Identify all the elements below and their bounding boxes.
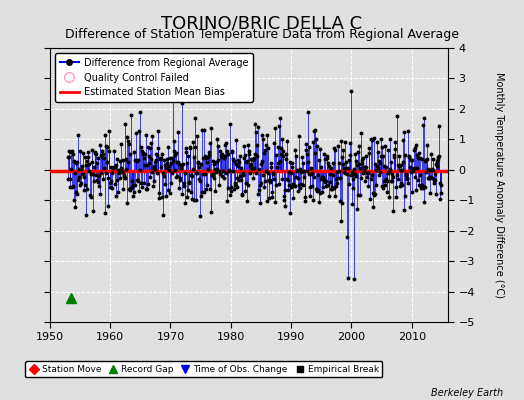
Text: Difference of Station Temperature Data from Regional Average: Difference of Station Temperature Data f…: [65, 28, 459, 41]
Y-axis label: Monthly Temperature Anomaly Difference (°C): Monthly Temperature Anomaly Difference (…: [494, 72, 505, 298]
Text: TORINO/BRIC DELLA C: TORINO/BRIC DELLA C: [161, 14, 363, 32]
Legend: Difference from Regional Average, Quality Control Failed, Estimated Station Mean: Difference from Regional Average, Qualit…: [54, 53, 253, 102]
Legend: Station Move, Record Gap, Time of Obs. Change, Empirical Break: Station Move, Record Gap, Time of Obs. C…: [26, 361, 383, 378]
Text: Berkeley Earth: Berkeley Earth: [431, 388, 503, 398]
